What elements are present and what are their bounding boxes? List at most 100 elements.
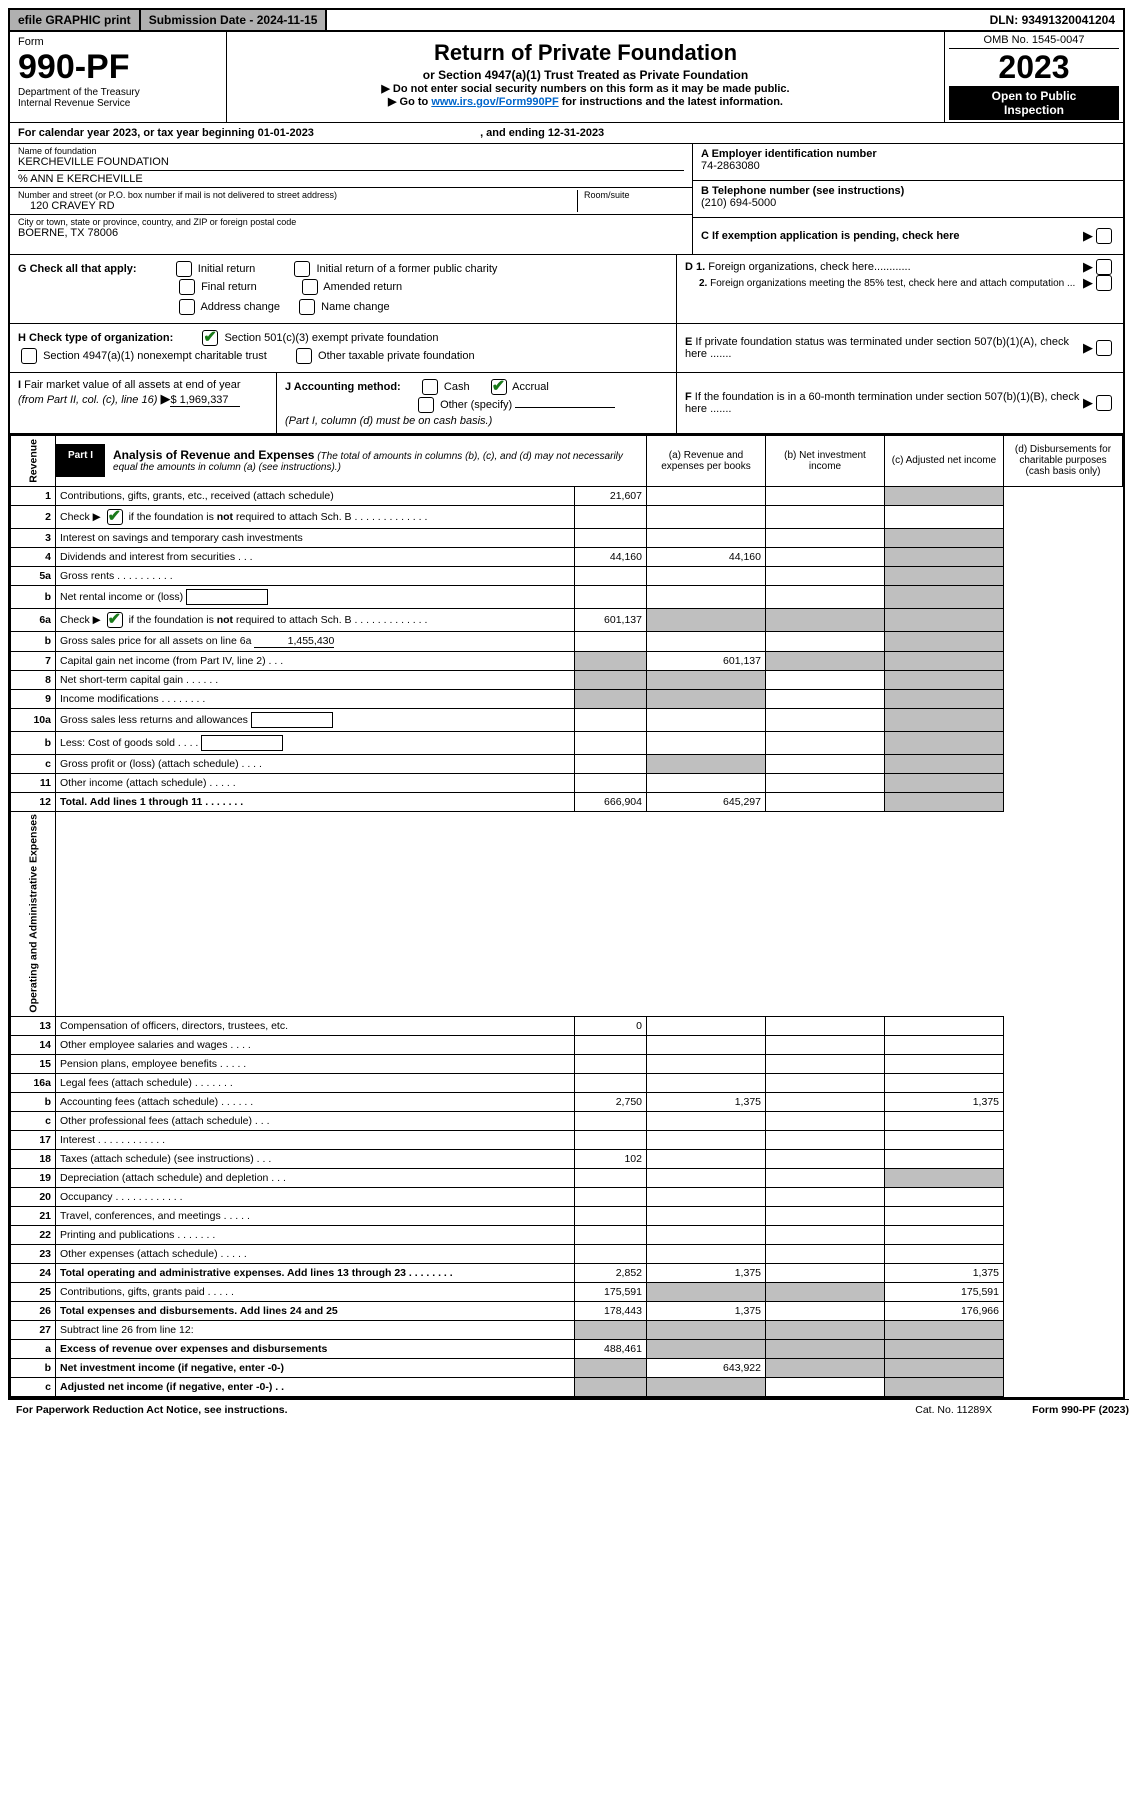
amount-cell: 2,750 <box>574 1093 646 1112</box>
amount-cell <box>766 651 885 670</box>
foreign-85-checkbox[interactable] <box>1096 275 1112 291</box>
arrow-icon: ▶ <box>1083 259 1093 275</box>
table-row: 8Net short-term capital gain . . . . . . <box>11 670 1123 689</box>
schb-checkbox[interactable] <box>107 612 123 628</box>
other-taxable-checkbox[interactable] <box>296 348 312 364</box>
amount-cell: 1,375 <box>647 1093 766 1112</box>
line-description: Net rental income or (loss) <box>56 585 575 608</box>
501c3-checkbox[interactable] <box>202 330 218 346</box>
amount-cell <box>574 1169 646 1188</box>
amount-cell <box>766 547 885 566</box>
amount-cell <box>766 792 885 811</box>
table-row: 26Total expenses and disbursements. Add … <box>11 1302 1123 1321</box>
amount-cell <box>766 1264 885 1283</box>
line-number: b <box>11 1359 56 1378</box>
form-subtitle: or Section 4947(a)(1) Trust Treated as P… <box>239 68 932 82</box>
foreign-org-checkbox[interactable] <box>1096 259 1112 275</box>
table-row: 17Interest . . . . . . . . . . . . <box>11 1131 1123 1150</box>
line-description: Accounting fees (attach schedule) . . . … <box>56 1093 575 1112</box>
room-label: Room/suite <box>584 190 684 200</box>
table-row: bNet rental income or (loss) <box>11 585 1123 608</box>
line-description: Total. Add lines 1 through 11 . . . . . … <box>56 792 575 811</box>
amount-cell <box>885 528 1004 547</box>
form-title: Return of Private Foundation <box>239 40 932 66</box>
amount-cell <box>574 651 646 670</box>
line-number: 11 <box>11 773 56 792</box>
other-method-checkbox[interactable] <box>418 397 434 413</box>
amount-cell <box>885 708 1004 731</box>
amount-cell <box>574 1055 646 1074</box>
amount-cell <box>766 1188 885 1207</box>
amount-cell <box>766 585 885 608</box>
amount-cell <box>574 1321 646 1340</box>
amount-cell <box>574 1207 646 1226</box>
instructions-link[interactable]: www.irs.gov/Form990PF <box>431 96 558 108</box>
amount-cell <box>885 1340 1004 1359</box>
final-return-checkbox[interactable] <box>179 279 195 295</box>
amount-cell <box>647 670 766 689</box>
line-number: b <box>11 731 56 754</box>
amount-cell <box>647 528 766 547</box>
phone-row: B Telephone number (see instructions) (2… <box>693 181 1123 218</box>
amount-cell: 175,591 <box>574 1283 646 1302</box>
line-number: b <box>11 1093 56 1112</box>
amount-cell <box>766 731 885 754</box>
initial-former-checkbox[interactable] <box>294 261 310 277</box>
cash-basis-note: (Part I, column (d) must be on cash basi… <box>285 415 668 427</box>
cat-no: Cat. No. 11289X <box>915 1404 992 1416</box>
amount-cell: 178,443 <box>574 1302 646 1321</box>
table-row: 9Income modifications . . . . . . . . <box>11 689 1123 708</box>
section-g: G Check all that apply: Initial return I… <box>10 255 677 323</box>
amount-cell <box>885 1112 1004 1131</box>
amount-cell <box>766 1207 885 1226</box>
block-ijf: I Fair market value of all assets at end… <box>10 373 1123 435</box>
amount-cell <box>885 1359 1004 1378</box>
line-number: 25 <box>11 1283 56 1302</box>
part1-table: Revenue Part I Analysis of Revenue and E… <box>10 435 1123 1397</box>
line-description: Gross rents . . . . . . . . . . <box>56 566 575 585</box>
amount-cell <box>766 608 885 631</box>
cash-checkbox[interactable] <box>422 379 438 395</box>
address-change-checkbox[interactable] <box>179 299 195 315</box>
accrual-checkbox[interactable] <box>491 379 507 395</box>
line-number: 21 <box>11 1207 56 1226</box>
amount-cell <box>647 1378 766 1397</box>
exemption-checkbox[interactable] <box>1096 228 1112 244</box>
line-description: Interest on savings and temporary cash i… <box>56 528 575 547</box>
amount-cell <box>574 731 646 754</box>
header-center: Return of Private Foundation or Section … <box>227 32 944 122</box>
amount-cell <box>647 1055 766 1074</box>
amount-cell <box>766 1283 885 1302</box>
line-number: 2 <box>11 505 56 528</box>
line-description: Income modifications . . . . . . . . <box>56 689 575 708</box>
initial-return-checkbox[interactable] <box>176 261 192 277</box>
open-inspection: Open to Public Inspection <box>949 86 1119 120</box>
table-row: 11Other income (attach schedule) . . . .… <box>11 773 1123 792</box>
amount-cell <box>574 1226 646 1245</box>
line-number: 16a <box>11 1074 56 1093</box>
table-row: 2Check ▶ if the foundation is not requir… <box>11 505 1123 528</box>
entity-block: Name of foundation KERCHEVILLE FOUNDATIO… <box>10 144 1123 255</box>
amount-cell <box>647 1017 766 1036</box>
amount-cell <box>766 1036 885 1055</box>
schb-checkbox[interactable] <box>107 509 123 525</box>
line-number: 4 <box>11 547 56 566</box>
table-row: 25Contributions, gifts, grants paid . . … <box>11 1283 1123 1302</box>
ein-row: A Employer identification number 74-2863… <box>693 144 1123 181</box>
4947-checkbox[interactable] <box>21 348 37 364</box>
amount-cell <box>574 631 646 651</box>
arrow-icon: ▶ <box>1083 395 1093 411</box>
section-e: E If private foundation status was termi… <box>677 324 1123 372</box>
header-right: OMB No. 1545-0047 2023 Open to Public In… <box>944 32 1123 122</box>
terminated-checkbox[interactable] <box>1096 340 1112 356</box>
60month-checkbox[interactable] <box>1096 395 1112 411</box>
amount-cell <box>766 689 885 708</box>
amount-cell <box>885 1226 1004 1245</box>
name-change-checkbox[interactable] <box>299 299 315 315</box>
amended-return-checkbox[interactable] <box>302 279 318 295</box>
line-number: 14 <box>11 1036 56 1055</box>
line-description: Other professional fees (attach schedule… <box>56 1112 575 1131</box>
header-note2: ▶ Go to www.irs.gov/Form990PF for instru… <box>239 95 932 108</box>
amount-cell <box>647 773 766 792</box>
amount-cell <box>885 689 1004 708</box>
